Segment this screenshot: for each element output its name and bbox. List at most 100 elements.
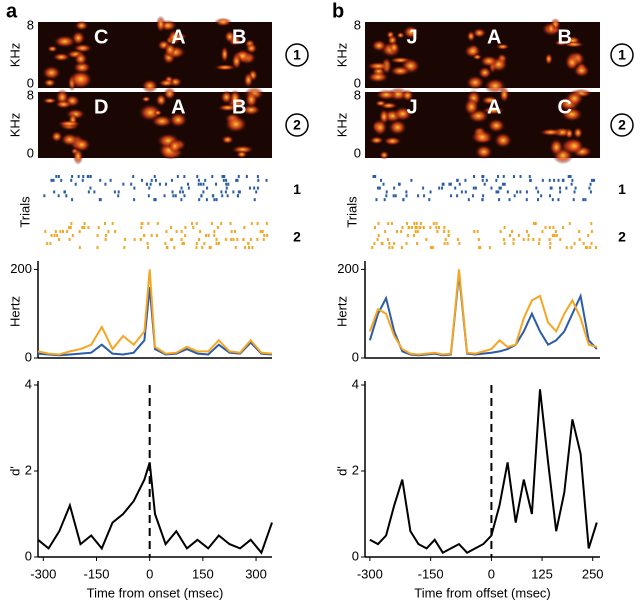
raster-spike [473,175,476,178]
raster-spike [200,194,203,198]
spectrogram-energy [155,93,167,107]
raster-spike [464,190,467,194]
raster-spike [207,234,210,237]
spectrogram-energy [41,65,62,81]
spectrogram-tick: 0 [27,75,34,90]
raster-spike [68,226,71,229]
raster-y-label: Trials [344,196,359,228]
raster-spike [582,198,585,202]
spectrogram-energy [53,35,77,48]
spectrogram-energy [50,130,63,143]
raster-spike [405,242,408,245]
raster-spike [165,230,168,233]
raster-spike [385,190,388,194]
raster-spike [117,194,120,198]
raster-spike [572,198,575,202]
raster-spike [553,234,556,237]
spectrogram-energy [54,99,73,109]
spectrogram-energy [465,75,485,90]
spectrogram-energy [481,106,505,115]
raster-spike [59,230,62,233]
raster-spike [237,190,240,194]
raster-spike [590,230,593,233]
x-tick-label: -300 [357,566,383,581]
raster-spike [235,178,238,182]
x-tick-label: 250 [582,566,604,581]
raster-spike [497,190,500,194]
raster-spike [449,182,452,186]
raster-spike [236,178,239,182]
raster-spike [385,194,388,198]
raster-spike [441,186,444,190]
raster-spike [447,234,450,237]
raster-spike [107,230,110,233]
raster-spike [232,238,235,241]
raster-spike [565,186,568,190]
raster-spike [442,182,445,186]
spectrogram-energy [371,39,387,52]
raster-spike [586,246,589,249]
raster-spike [243,226,246,229]
raster-spike [473,230,476,233]
raster-spike [394,194,397,198]
raster-spike [557,178,560,182]
spectrogram-energy [396,32,405,39]
raster-spike [56,234,59,237]
spectrogram-energy [544,52,553,66]
raster-spike [540,194,543,198]
raster-spike [96,246,99,249]
raster-spike [548,226,551,229]
raster-spike [443,242,446,245]
raster-spike [256,222,259,225]
condition-circle [610,43,634,67]
raster-spike [46,242,49,245]
raster-spike [60,178,63,182]
raster-spike [65,194,68,198]
raster-spike [448,182,451,186]
raster-spike [446,242,449,245]
raster-spike [512,238,515,241]
raster-spike [99,178,102,182]
raster-spike [163,194,166,198]
raster-spike [66,230,69,233]
spectrogram-energy [478,66,492,79]
raster-spike [149,182,152,186]
raster-spike [183,194,186,198]
spectrogram-energy [163,87,177,100]
raster-spike [476,230,479,233]
raster-spike [571,178,574,182]
y-axis-label: Hertz [334,296,349,327]
raster-spike [517,234,520,237]
raster-spike [176,175,179,178]
raster-spike [456,194,459,198]
raster-spike [183,175,186,178]
raster-spike [257,178,260,182]
spectrogram-energy [244,91,258,109]
x-tick-label: 125 [531,566,553,581]
raster-spike [477,238,480,241]
raster-row-label: 2 [618,229,626,245]
data-line [368,269,598,356]
raster-spike [221,175,224,178]
raster-spike [211,194,214,198]
raster-spike [244,246,247,249]
raster-spike [417,194,420,198]
raster-spike [78,246,81,249]
data-line [37,462,273,555]
raster-spike [435,226,438,229]
spectrogram-energy [401,89,414,102]
y-tick-label: 2 [25,462,32,477]
spectrogram-energy [472,53,483,61]
raster-spike [495,178,498,182]
spectrogram-energy [224,115,248,133]
spectrogram-energy [479,55,499,68]
spectrogram-energy [167,29,182,46]
raster-spike [414,226,417,229]
raster-spike [573,242,576,245]
raster-spike [49,242,52,245]
y-axis-label: d' [7,466,22,476]
spectrogram-energy [393,106,413,122]
raster-spike [558,186,561,190]
raster-spike [180,238,183,241]
